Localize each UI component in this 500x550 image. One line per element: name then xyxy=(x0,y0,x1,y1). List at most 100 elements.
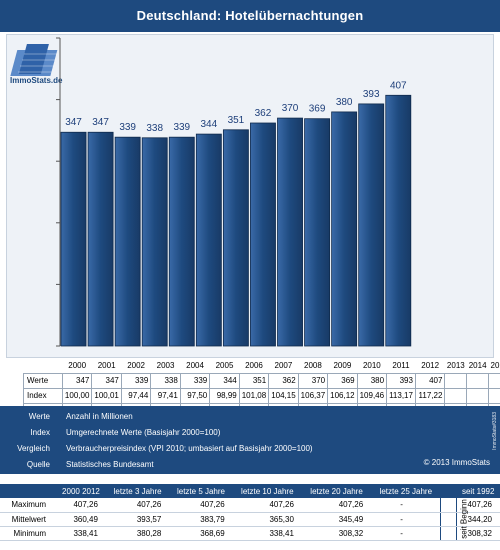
table-cell xyxy=(444,387,468,404)
legend-panel: Werte Anzahl in Millionen Index Umgerechnet… xyxy=(0,406,500,474)
table-row-label: Werte xyxy=(23,372,63,389)
stats-corner xyxy=(0,484,56,498)
logo-text: ImmoStats.de xyxy=(10,76,63,85)
stats-cell: - xyxy=(371,512,441,527)
table-cell: 338 xyxy=(150,372,181,389)
table-cell: 393 xyxy=(386,372,416,389)
table-cell: 109,46 xyxy=(356,387,388,404)
statistics-panel: 2000 2012 letzte 3 Jahre letzte 5 Jahre let… xyxy=(0,484,500,541)
bar-chart: 347 347 339 338 339 344 351 362 370 369 380 393 407 xyxy=(56,37,412,347)
table-cell: 370 xyxy=(297,372,329,389)
legend-value: Anzahl in Millionen xyxy=(66,412,133,421)
stats-header: letzte 20 Jahre xyxy=(301,484,372,498)
seit-beginn-label: seit Beginn xyxy=(459,499,469,539)
stats-header-row: 2000 2012 letzte 3 Jahre letzte 5 Jahre let… xyxy=(0,484,500,498)
bar-2001 xyxy=(87,131,114,347)
table-cell xyxy=(444,372,468,389)
table-row: Index 100,00 100,01 97,44 97,41 97,50 98,99 101… xyxy=(23,387,500,404)
bar-2009 xyxy=(304,118,331,347)
stats-header: seit 1992 xyxy=(456,484,500,498)
stats-header: letzte 5 Jahre xyxy=(169,484,233,498)
x-tick-label-2005: 2005 xyxy=(215,360,234,370)
x-tick-label-2014: 2014 xyxy=(468,360,487,370)
bar-2004 xyxy=(168,136,195,347)
table-cell: 106,12 xyxy=(327,387,358,404)
table-cell: 362 xyxy=(268,372,299,389)
table-cell: 100,00 xyxy=(61,387,93,404)
table-cell: 344 xyxy=(209,372,240,389)
seit-beginn-column xyxy=(439,526,457,541)
bar-2012 xyxy=(385,94,412,347)
stats-row: Minimum 338,41 380,28 368,69 338,41 308,32-30… xyxy=(0,526,500,541)
legend-row: Vergleich Verbraucherpreisindex (VPI 2010… xyxy=(0,442,420,456)
stats-cell: 407,26 xyxy=(301,498,372,513)
bar-2002 xyxy=(114,136,141,347)
data-label-2001: 347 xyxy=(92,117,109,128)
data-label-2009: 369 xyxy=(309,104,326,115)
legend-key: Werte xyxy=(28,412,50,421)
stats-cell: 407,26 xyxy=(232,498,302,513)
seit-beginn-column: seit Beginn xyxy=(439,499,468,539)
x-tick-label-2011: 2011 xyxy=(392,360,410,370)
table-cell xyxy=(488,372,500,389)
legend-key: Vergleich xyxy=(17,444,50,453)
data-label-2006: 351 xyxy=(228,115,245,126)
table-cell xyxy=(488,387,500,404)
data-label-2002: 339 xyxy=(119,122,136,133)
x-tick-label-2000: 2000 xyxy=(68,360,87,370)
table-cell: 101,08 xyxy=(238,387,270,404)
copyright-text: © 2013 ImmoStats xyxy=(423,458,490,467)
table-cell xyxy=(466,387,490,404)
stats-header: 2000 2012 xyxy=(56,484,106,498)
table-cell xyxy=(466,372,490,389)
stats-cell: 308,32 xyxy=(456,526,500,541)
data-label-2007: 362 xyxy=(255,108,272,119)
data-label-2000: 347 xyxy=(65,117,82,128)
x-tick-label-2009: 2009 xyxy=(333,360,352,370)
seit-beginn-column xyxy=(439,498,457,513)
chart-panel xyxy=(6,34,494,358)
table-cell: 351 xyxy=(238,372,270,389)
stats-cell: 380,28 xyxy=(105,526,170,541)
table-cell: 97,41 xyxy=(150,387,181,404)
table-header-row: 2000 2001 2002 2003 2004 2005 2006 2007 2008 2009… xyxy=(24,358,500,373)
data-label-2012: 407 xyxy=(390,80,407,91)
stats-cell: 345,49 xyxy=(301,512,372,527)
bar-2000 xyxy=(60,131,87,347)
table-cell: 98,99 xyxy=(209,387,240,404)
table-row: Werte 347 347 339 338 339 344 351 362 370 369 380 39… xyxy=(23,372,500,389)
x-tick-label-2004: 2004 xyxy=(186,360,204,370)
table-cell: 347 xyxy=(61,372,93,389)
data-label-2004: 339 xyxy=(173,122,190,133)
stats-cell: - xyxy=(371,498,441,513)
legend-key: Quelle xyxy=(26,460,50,469)
stats-cell: 368,69 xyxy=(169,526,233,541)
stats-row: Mittelwert 360,49 393,57 383,79 365,30 345,49… xyxy=(0,499,500,539)
table-cell: 347 xyxy=(91,372,122,389)
table-cell: 104,15 xyxy=(268,387,299,404)
stats-cell: 338,41 xyxy=(232,526,302,541)
bar-2008 xyxy=(277,117,303,347)
immostats-logo-icon xyxy=(10,44,58,76)
stats-header: letzte 3 Jahre xyxy=(105,484,170,498)
x-tick-label-2008: 2008 xyxy=(304,360,322,370)
bar-2006 xyxy=(222,129,249,347)
stats-row-label: Minimum xyxy=(0,526,56,541)
table-cell: 380 xyxy=(356,372,388,389)
table-cell: 369 xyxy=(327,372,358,389)
table-cell: 97,44 xyxy=(120,387,152,404)
legend-row: Index Umgerechnete Werte (Basisjahr 2000=… xyxy=(0,426,420,440)
bar-2010 xyxy=(331,111,358,347)
table-cell: 100,01 xyxy=(91,387,122,404)
legend-value: Umgerechnete Werte (Basisjahr 2000=100) xyxy=(66,428,221,437)
stats-header: letzte 10 Jahre xyxy=(232,484,302,498)
stats-cell: 407,26 xyxy=(105,498,170,513)
chart-title: Deutschland: Hotelübernachtungen xyxy=(0,0,500,32)
table-cell: 97,50 xyxy=(179,387,211,404)
x-tick-label-2002: 2002 xyxy=(127,360,145,370)
bar-2007 xyxy=(250,122,276,347)
table-cell: 407 xyxy=(414,372,446,389)
stats-cell: 365,30 xyxy=(232,512,302,527)
x-tick-label-2012: 2012 xyxy=(421,360,440,370)
stats-header: letzte 25 Jahre xyxy=(371,484,441,498)
